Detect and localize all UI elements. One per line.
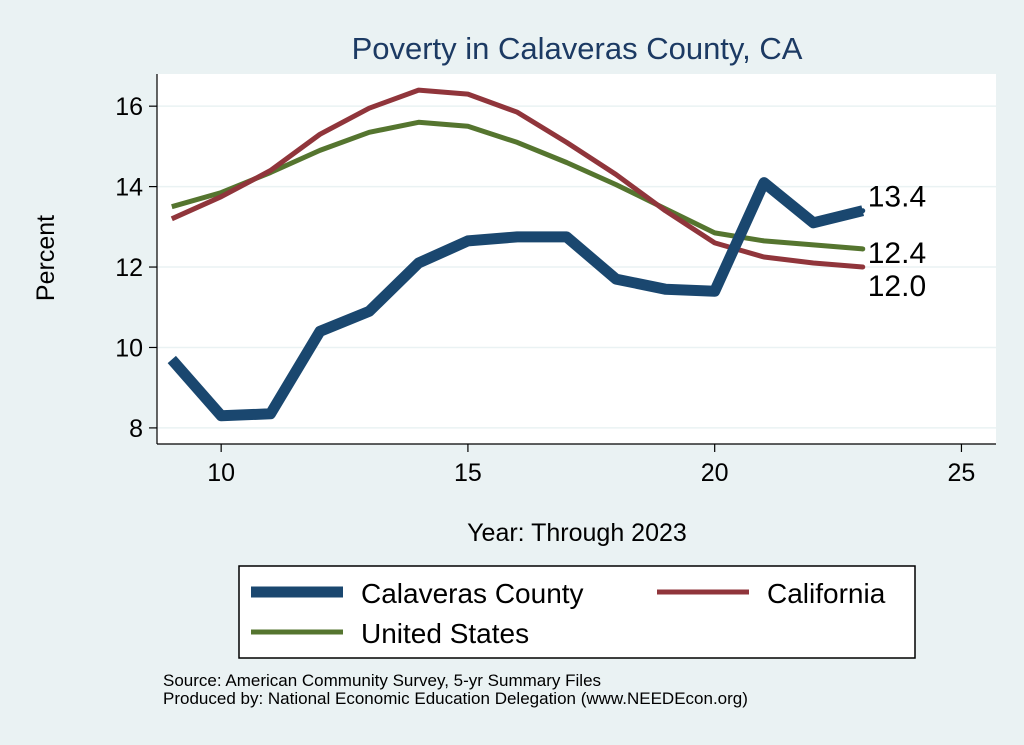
end-label-california: 12.0 xyxy=(868,270,926,303)
y-tick-label: 14 xyxy=(115,174,143,202)
y-axis-title: Percent xyxy=(32,215,60,301)
legend-label-california: California xyxy=(767,578,886,609)
y-tick-label: 16 xyxy=(115,93,143,121)
series-endpoint-california xyxy=(860,264,866,270)
x-tick-label: 10 xyxy=(207,459,235,487)
plot-area xyxy=(157,74,996,444)
legend: Calaveras County California United State… xyxy=(238,565,916,659)
source-note: Source: American Community Survey, 5-yr … xyxy=(163,671,602,690)
x-tick-label: 15 xyxy=(454,459,482,487)
series-line-united-states xyxy=(171,119,863,252)
chart-title: Poverty in Calaveras County, CA xyxy=(352,31,803,66)
y-tick-label: 10 xyxy=(115,334,143,362)
x-tick-label: 25 xyxy=(948,459,976,487)
series-endpoint-calaveras xyxy=(860,208,866,214)
y-tick-label: 12 xyxy=(115,254,143,282)
y-tick-label: 8 xyxy=(129,415,143,443)
legend-label-united-states: United States xyxy=(361,618,529,649)
end-label-united-states: 12.4 xyxy=(868,237,926,270)
series-layer xyxy=(167,87,866,422)
series-line-calaveras xyxy=(167,177,865,422)
x-tick-label: 20 xyxy=(701,459,729,487)
series-line-california xyxy=(170,87,863,270)
end-label-calaveras: 13.4 xyxy=(868,181,926,214)
x-axis-title: Year: Through 2023 xyxy=(467,519,687,547)
axes: 8 10 12 14 16 10 15 20 25 xyxy=(115,74,996,487)
legend-label-calaveras: Calaveras County xyxy=(361,578,584,609)
end-labels: 13.4 12.012.4 xyxy=(868,181,926,303)
series-endpoint-united-states xyxy=(860,246,866,252)
produced-by-note: Produced by: National Economic Education… xyxy=(163,689,748,708)
legend-box xyxy=(238,565,916,659)
